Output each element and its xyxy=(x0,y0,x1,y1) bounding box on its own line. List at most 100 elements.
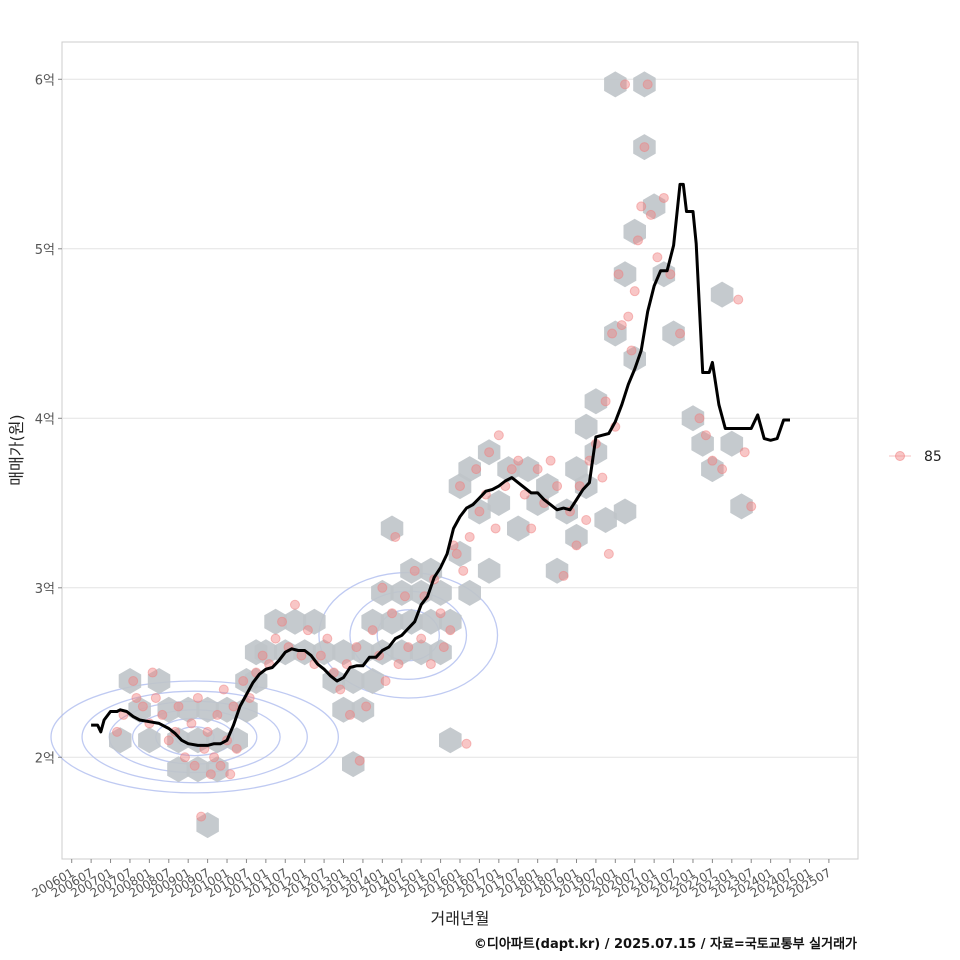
data-point xyxy=(341,659,352,670)
hexbin-cell xyxy=(138,727,161,754)
data-point xyxy=(270,633,281,644)
data-point xyxy=(128,676,139,687)
data-point xyxy=(636,201,647,212)
data-point xyxy=(597,472,608,483)
hexbin-cell xyxy=(419,557,443,584)
hexbin-cell xyxy=(332,639,355,666)
data-point xyxy=(257,650,268,661)
data-point xyxy=(425,659,436,670)
data-point xyxy=(137,701,148,712)
density-contour xyxy=(50,680,339,794)
data-point xyxy=(532,464,543,475)
data-point xyxy=(571,540,582,551)
data-point xyxy=(435,608,446,619)
data-point xyxy=(189,760,200,771)
data-point xyxy=(665,269,676,280)
data-point xyxy=(150,692,161,703)
data-point xyxy=(707,455,718,466)
data-point xyxy=(694,413,705,424)
data-point xyxy=(387,608,398,619)
hexbin-cell xyxy=(439,727,462,754)
y-tick-label: 4억 xyxy=(35,412,55,427)
hexbin-cell xyxy=(176,696,200,723)
data-point xyxy=(603,548,614,559)
data-point xyxy=(215,760,226,771)
caption: ©디아파트(dapt.kr) / 2025.07.15 / 자료=국토교통부 실… xyxy=(474,936,857,952)
data-point xyxy=(739,447,750,458)
data-point xyxy=(315,650,326,661)
data-point xyxy=(474,506,485,517)
hexbin-cell xyxy=(477,557,501,584)
data-point xyxy=(205,769,216,780)
hexbin-cell xyxy=(633,71,656,98)
hexbin-cell xyxy=(477,439,501,466)
data-point xyxy=(652,252,663,263)
data-point xyxy=(399,591,410,602)
hexbin-cell xyxy=(380,515,404,542)
legend-key-point xyxy=(895,451,905,461)
data-point xyxy=(645,209,656,220)
data-point xyxy=(409,565,420,576)
data-point xyxy=(344,709,355,720)
hexbin-cell xyxy=(604,71,627,98)
hexbin-cell xyxy=(710,281,734,308)
hexbin-cell xyxy=(604,320,627,347)
hexbin-cell xyxy=(730,493,753,520)
data-point xyxy=(157,709,168,720)
hexbin-cell xyxy=(303,608,326,635)
hexbin-cell xyxy=(283,608,307,635)
hexbin-cell xyxy=(342,668,365,694)
data-point xyxy=(367,625,378,636)
data-point xyxy=(351,642,362,653)
data-point xyxy=(506,464,517,475)
data-point xyxy=(639,142,650,153)
data-point xyxy=(632,235,643,246)
y-axis-title: 매매가(원) xyxy=(7,414,26,485)
data-point xyxy=(186,718,197,729)
data-point xyxy=(416,633,427,644)
data-point xyxy=(746,501,757,512)
data-point xyxy=(464,531,475,542)
hexbin-cell xyxy=(652,261,676,288)
hexbin-cell xyxy=(574,413,598,440)
data-point xyxy=(519,489,530,500)
data-point xyxy=(600,396,611,407)
data-point xyxy=(471,464,482,475)
data-point xyxy=(455,481,465,492)
data-point xyxy=(112,726,123,737)
data-point xyxy=(626,345,637,356)
data-point xyxy=(173,701,184,712)
hexbin-cell xyxy=(458,456,481,483)
hexbin-cell xyxy=(458,579,481,606)
hexbin-cell xyxy=(429,639,452,666)
hexbin-cell xyxy=(371,579,394,606)
data-point xyxy=(493,430,504,441)
data-point xyxy=(289,599,300,610)
hexbin-cell xyxy=(681,405,705,432)
data-point xyxy=(545,455,556,466)
data-point xyxy=(163,735,174,746)
y-tick-label: 3억 xyxy=(35,582,55,597)
hexbin-cell xyxy=(429,579,452,606)
hexbin-cell xyxy=(565,523,588,550)
data-point xyxy=(558,570,569,581)
density-contour xyxy=(81,690,308,784)
data-point xyxy=(445,625,456,636)
hexbin-cell xyxy=(167,756,190,783)
y-axis: 2억 3억 4억 5억 6억 xyxy=(35,73,62,766)
hexbin-cell xyxy=(623,218,646,245)
hexbin-cell xyxy=(157,696,180,723)
hexbin-cell xyxy=(109,727,132,754)
data-point xyxy=(458,565,469,576)
hexbin-cell xyxy=(380,608,404,635)
hexbin-cell xyxy=(633,134,656,161)
data-point xyxy=(212,709,223,720)
hexbin-cell xyxy=(361,608,384,635)
data-point xyxy=(607,328,618,339)
data-point xyxy=(225,769,236,780)
data-point xyxy=(623,311,634,322)
hexbin-cell xyxy=(147,668,171,694)
hexbin-cell xyxy=(691,430,714,457)
hexbin-cell xyxy=(118,668,142,694)
